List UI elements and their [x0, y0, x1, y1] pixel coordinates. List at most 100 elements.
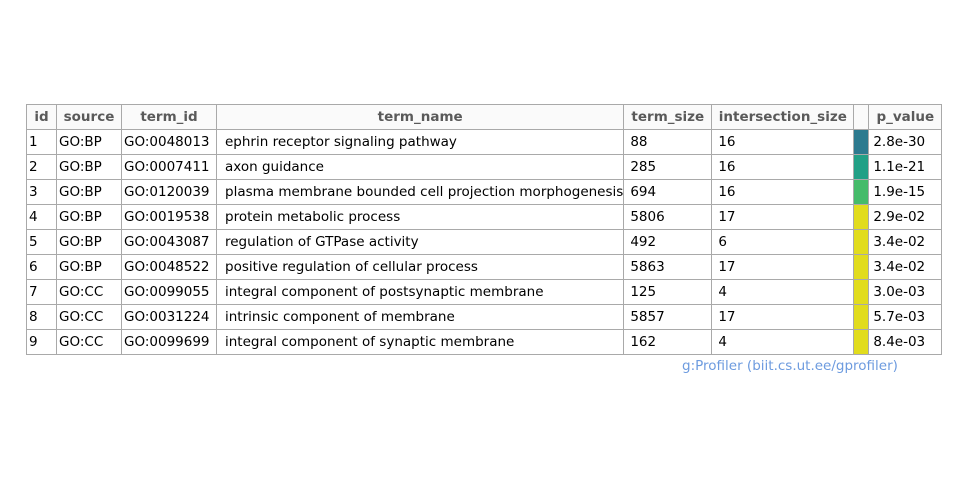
cell-source: GO:BP [56, 204, 122, 230]
cell-term-id: GO:0031224 [121, 304, 217, 330]
cell-term-size: 125 [623, 279, 713, 305]
cell-source: GO:BP [56, 254, 122, 280]
p-value-color-swatch [853, 204, 870, 230]
header-source: source [56, 104, 122, 130]
header-color-swatch [853, 104, 870, 130]
p-value-color-bar [854, 205, 868, 229]
p-value-color-swatch [853, 304, 870, 330]
cell-term-id: GO:0043087 [121, 229, 217, 255]
cell-id: 2 [26, 154, 57, 180]
cell-p-value: 2.8e-30 [868, 129, 943, 155]
p-value-color-bar [854, 230, 868, 254]
cell-source: GO:CC [56, 329, 122, 355]
header-id: id [26, 104, 57, 130]
cell-source: GO:CC [56, 304, 122, 330]
cell-term-name: protein metabolic process [215, 204, 625, 230]
results-table: id source term_id term_name term_size in… [26, 104, 943, 355]
header-intersection-size: intersection_size [711, 104, 855, 130]
table-row: 7 GO:CC GO:0099055 integral component of po… [26, 279, 943, 305]
gprofiler-credit: g:Profiler (biit.cs.ut.ee/gprofiler) [682, 358, 898, 374]
cell-term-id: GO:0120039 [121, 179, 217, 205]
cell-id: 6 [26, 254, 57, 280]
cell-term-size: 5863 [623, 254, 713, 280]
header-term-id: term_id [121, 104, 217, 130]
p-value-color-bar [854, 280, 868, 304]
cell-term-id: GO:0048013 [121, 129, 217, 155]
cell-p-value: 3.4e-02 [868, 229, 943, 255]
cell-term-name: regulation of GTPase activity [215, 229, 625, 255]
cell-term-name: integral component of synaptic membrane [215, 329, 625, 355]
p-value-color-bar [854, 130, 868, 154]
p-value-color-swatch [853, 179, 870, 205]
p-value-color-swatch [853, 229, 870, 255]
cell-term-id: GO:0007411 [121, 154, 217, 180]
cell-intersection-size: 4 [711, 329, 855, 355]
cell-term-size: 694 [623, 179, 713, 205]
cell-term-name: ephrin receptor signaling pathway [215, 129, 625, 155]
cell-source: GO:BP [56, 229, 122, 255]
cell-term-id: GO:0099699 [121, 329, 217, 355]
cell-id: 8 [26, 304, 57, 330]
p-value-color-bar [854, 180, 868, 204]
cell-id: 4 [26, 204, 57, 230]
cell-term-size: 88 [623, 129, 713, 155]
cell-p-value: 3.4e-02 [868, 254, 943, 280]
cell-term-name: intrinsic component of membrane [215, 304, 625, 330]
table-row: 5 GO:BP GO:0043087 regulation of GTPase act… [26, 229, 943, 255]
cell-intersection-size: 4 [711, 279, 855, 305]
p-value-color-swatch [853, 154, 870, 180]
cell-p-value: 1.1e-21 [868, 154, 943, 180]
cell-term-id: GO:0048522 [121, 254, 217, 280]
cell-intersection-size: 17 [711, 254, 855, 280]
cell-p-value: 3.0e-03 [868, 279, 943, 305]
header-term-name: term_name [215, 104, 625, 130]
p-value-color-bar [854, 255, 868, 279]
cell-term-size: 5806 [623, 204, 713, 230]
cell-term-size: 162 [623, 329, 713, 355]
p-value-color-swatch [853, 254, 870, 280]
cell-term-name: positive regulation of cellular process [215, 254, 625, 280]
cell-term-id: GO:0099055 [121, 279, 217, 305]
table-row: 8 GO:CC GO:0031224 intrinsic component of m… [26, 304, 943, 330]
cell-term-name: axon guidance [215, 154, 625, 180]
table-body: 1 GO:BP GO:0048013 ephrin receptor signalin… [26, 129, 943, 355]
header-term-size: term_size [623, 104, 713, 130]
cell-term-name: plasma membrane bounded cell projection … [215, 179, 625, 205]
cell-source: GO:BP [56, 129, 122, 155]
cell-term-size: 285 [623, 154, 713, 180]
p-value-color-swatch [853, 279, 870, 305]
cell-intersection-size: 17 [711, 204, 855, 230]
cell-p-value: 1.9e-15 [868, 179, 943, 205]
table-row: 9 GO:CC GO:0099699 integral component of sy… [26, 329, 943, 355]
p-value-color-bar [854, 305, 868, 329]
table-row: 2 GO:BP GO:0007411 axon guidance 285 16 1.1e-2… [26, 154, 943, 180]
cell-term-size: 492 [623, 229, 713, 255]
table-row: 6 GO:BP GO:0048522 positive regulation of c… [26, 254, 943, 280]
table-row: 4 GO:BP GO:0019538 protein metabolic proces… [26, 204, 943, 230]
cell-id: 3 [26, 179, 57, 205]
cell-source: GO:CC [56, 279, 122, 305]
cell-term-name: integral component of postsynaptic membr… [215, 279, 625, 305]
cell-id: 5 [26, 229, 57, 255]
cell-term-size: 5857 [623, 304, 713, 330]
cell-term-id: GO:0019538 [121, 204, 217, 230]
header-row: id source term_id term_name term_size in… [26, 104, 943, 130]
cell-id: 7 [26, 279, 57, 305]
cell-id: 1 [26, 129, 57, 155]
header-p-value: p_value [868, 104, 943, 130]
cell-source: GO:BP [56, 154, 122, 180]
cell-p-value: 5.7e-03 [868, 304, 943, 330]
p-value-color-swatch [853, 129, 870, 155]
p-value-color-bar [854, 155, 868, 179]
cell-p-value: 8.4e-03 [868, 329, 943, 355]
cell-intersection-size: 17 [711, 304, 855, 330]
cell-intersection-size: 16 [711, 154, 855, 180]
table-row: 3 GO:BP GO:0120039 plasma membrane bounded … [26, 179, 943, 205]
cell-intersection-size: 6 [711, 229, 855, 255]
cell-source: GO:BP [56, 179, 122, 205]
cell-p-value: 2.9e-02 [868, 204, 943, 230]
p-value-color-swatch [853, 329, 870, 355]
cell-intersection-size: 16 [711, 179, 855, 205]
cell-intersection-size: 16 [711, 129, 855, 155]
table-row: 1 GO:BP GO:0048013 ephrin receptor signalin… [26, 129, 943, 155]
